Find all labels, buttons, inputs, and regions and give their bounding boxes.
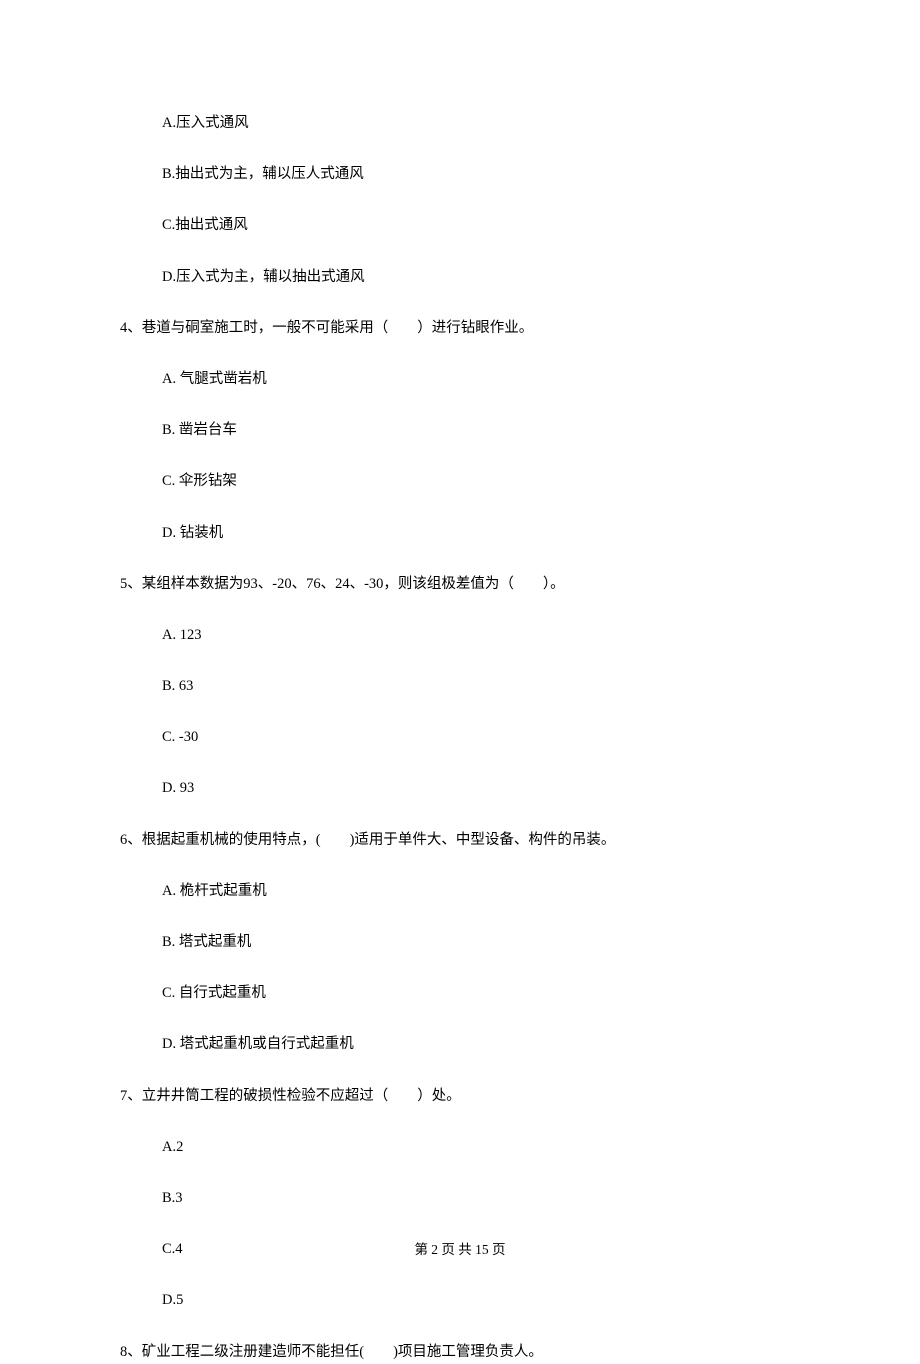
q6-option-a: A. 桅杆式起重机 [162, 880, 800, 903]
q3-option-b: B.抽出式为主，辅以压人式通风 [162, 163, 800, 186]
q4-option-c: C. 伞形钻架 [162, 470, 800, 493]
q3-option-c: C.抽出式通风 [162, 214, 800, 237]
q5-option-a: A. 123 [162, 624, 800, 647]
q6-option-c: C. 自行式起重机 [162, 982, 800, 1005]
q7-option-b: B.3 [162, 1187, 800, 1210]
q5-option-d: D. 93 [162, 777, 800, 800]
q5-option-c: C. -30 [162, 726, 800, 749]
q7-option-d: D.5 [162, 1289, 800, 1312]
q6-option-d: D. 塔式起重机或自行式起重机 [162, 1033, 800, 1056]
q3-option-a: A.压入式通风 [162, 112, 800, 135]
q7-option-a: A.2 [162, 1136, 800, 1159]
q4-option-b: B. 凿岩台车 [162, 419, 800, 442]
q5-option-b: B. 63 [162, 675, 800, 698]
q4-option-d: D. 钻装机 [162, 522, 800, 545]
q3-option-d: D.压入式为主，辅以抽出式通风 [162, 266, 800, 289]
q8-stem: 8、矿业工程二级注册建造师不能担任( )项目施工管理负责人。 [120, 1341, 800, 1364]
q5-stem: 5、某组样本数据为93、-20、76、24、-30，则该组极差值为（ ）。 [120, 573, 800, 596]
page-footer: 第 2 页 共 15 页 [0, 1238, 920, 1258]
q7-stem: 7、立井井筒工程的破损性检验不应超过（ ）处。 [120, 1085, 800, 1108]
q6-stem: 6、根据起重机械的使用特点，( )适用于单件大、中型设备、构件的吊装。 [120, 829, 800, 852]
q4-option-a: A. 气腿式凿岩机 [162, 368, 800, 391]
q6-option-b: B. 塔式起重机 [162, 931, 800, 954]
q4-stem: 4、巷道与硐室施工时，一般不可能采用（ ）进行钻眼作业。 [120, 317, 800, 340]
